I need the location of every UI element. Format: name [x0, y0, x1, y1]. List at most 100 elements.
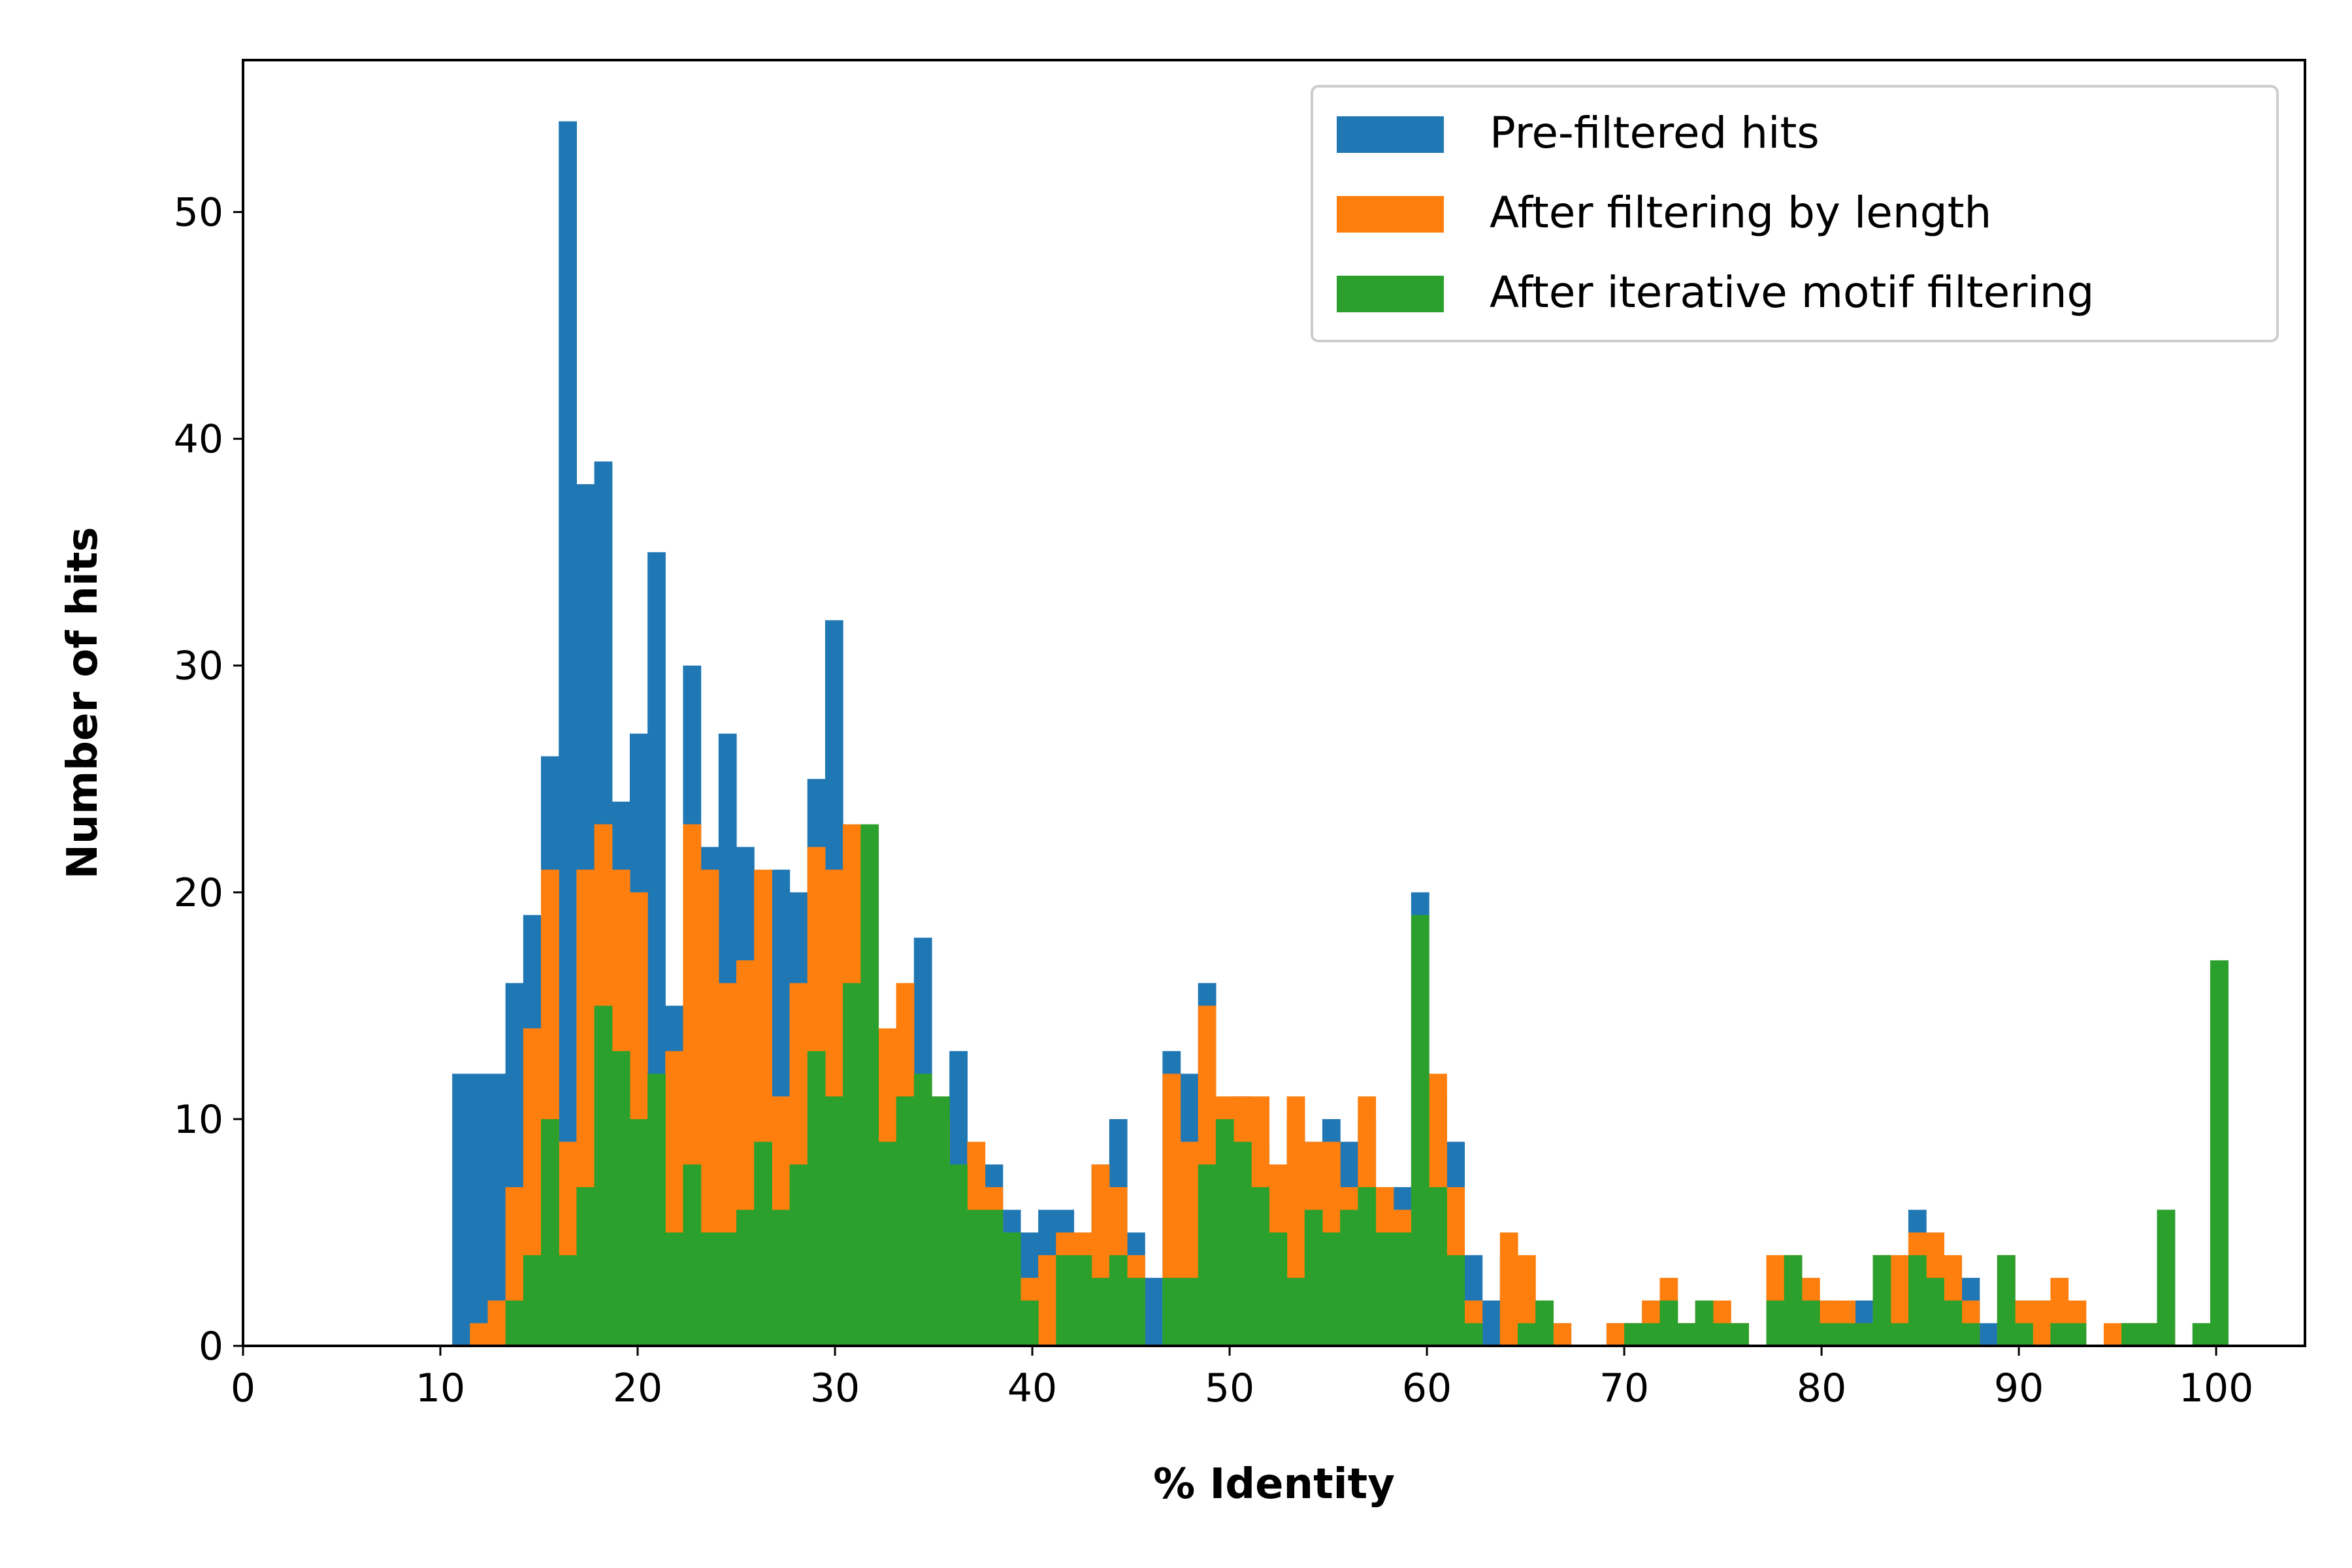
bar-s2-62 [1553, 1323, 1572, 1346]
bar-s3-21 [825, 1096, 843, 1346]
x-tick-label: 100 [2179, 1365, 2254, 1411]
y-tick-label: 30 [174, 644, 223, 689]
bar-s3-84 [1944, 1300, 1963, 1346]
series-3-bars [505, 824, 2229, 1346]
bar-s2-89 [2033, 1300, 2051, 1346]
bar-s2-33 [1038, 1255, 1056, 1346]
axes-frame [242, 59, 2306, 1347]
bar-s3-77 [1820, 1323, 1838, 1346]
legend-frame [1311, 85, 2279, 342]
bar-s1-86 [1979, 1323, 1998, 1346]
bar-s3-96 [2157, 1209, 2176, 1346]
bar-s3-91 [2068, 1323, 2087, 1346]
bar-s3-15 [718, 1232, 737, 1346]
legend-label-prefiltered: Pre-filtered hits [1490, 108, 1820, 158]
bar-s3-17 [754, 1141, 772, 1346]
x-tick-label: 50 [1205, 1365, 1254, 1411]
bar-s3-4 [523, 1255, 542, 1346]
y-axis: 0 10 20 30 40 50 [174, 190, 243, 1369]
bar-s1-6 [559, 121, 577, 1347]
bar-s3-12 [665, 1232, 684, 1346]
bar-s3-19 [789, 1164, 808, 1346]
bar-s3-26 [913, 1073, 932, 1346]
bar-s3-85 [1961, 1323, 1980, 1346]
bar-s3-30 [985, 1209, 1004, 1346]
bar-s3-38 [1127, 1277, 1145, 1346]
bar-s3-50 [1340, 1209, 1358, 1346]
bar-s3-16 [736, 1209, 755, 1346]
bar-s3-24 [878, 1141, 897, 1346]
x-tick-label: 10 [416, 1365, 465, 1411]
bar-s3-27 [932, 1096, 950, 1346]
bar-s3-72 [1731, 1323, 1749, 1346]
bar-s3-57 [1464, 1323, 1483, 1346]
bar-s3-31 [1002, 1232, 1021, 1346]
bar-s3-7 [576, 1187, 595, 1346]
bar-s3-28 [949, 1164, 968, 1346]
bar-s3-61 [1535, 1300, 1554, 1346]
bar-s1-58 [1482, 1300, 1501, 1346]
bar-s3-80 [1872, 1255, 1891, 1346]
legend-label-motif: After iterative motif filtering [1490, 267, 2094, 318]
bar-s3-23 [860, 824, 879, 1346]
y-tick-label: 0 [199, 1324, 223, 1369]
x-tick-label: 60 [1402, 1365, 1452, 1411]
bar-s3-83 [1926, 1277, 1944, 1346]
bar-s3-41 [1180, 1277, 1199, 1346]
bar-s3-37 [1109, 1255, 1128, 1346]
x-tick-label: 30 [810, 1365, 860, 1411]
bar-s3-88 [2015, 1323, 2033, 1346]
bar-s3-45 [1251, 1187, 1270, 1346]
bar-s3-94 [2121, 1323, 2140, 1346]
bar-s3-51 [1358, 1187, 1377, 1346]
bar-s3-9 [612, 1051, 630, 1346]
bar-s3-18 [772, 1209, 791, 1346]
bar-s3-54 [1411, 915, 1429, 1346]
bar-s3-44 [1233, 1141, 1252, 1346]
bar-s3-98 [2192, 1323, 2211, 1346]
bar-s1-0 [452, 1073, 470, 1346]
bar-s3-5 [541, 1119, 559, 1346]
bar-s3-66 [1624, 1323, 1642, 1346]
bar-s3-79 [1855, 1323, 1874, 1346]
x-tick-label: 90 [1994, 1365, 2044, 1411]
y-tick-label: 20 [174, 870, 223, 916]
y-tick-label: 50 [174, 190, 223, 236]
bar-s3-25 [896, 1096, 915, 1346]
bar-s3-29 [967, 1209, 986, 1346]
bar-s3-81 [1890, 1323, 1909, 1346]
x-tick-label: 0 [231, 1365, 255, 1411]
bar-s3-74 [1766, 1300, 1785, 1346]
x-axis: 0 10 20 30 40 50 60 70 80 90 100 [231, 1346, 2253, 1411]
x-tick-label: 80 [1797, 1365, 1846, 1411]
bar-s3-75 [1784, 1255, 1803, 1346]
bar-s3-71 [1712, 1323, 1731, 1346]
bar-s2-65 [1606, 1323, 1625, 1346]
bar-s3-55 [1429, 1187, 1447, 1346]
y-axis-title: Number of hits [59, 527, 107, 879]
bar-s3-82 [1908, 1255, 1927, 1346]
bar-s3-3 [505, 1300, 524, 1346]
legend-swatch-motif [1337, 276, 1444, 312]
bar-s3-70 [1695, 1300, 1714, 1346]
bar-s3-68 [1659, 1300, 1678, 1346]
bar-s3-6 [559, 1255, 577, 1346]
bar-s3-20 [807, 1051, 826, 1346]
bar-s3-87 [1997, 1255, 2016, 1346]
bar-s3-67 [1642, 1323, 1661, 1346]
bar-s3-78 [1837, 1323, 1856, 1346]
bar-s3-47 [1286, 1277, 1305, 1346]
bar-s3-43 [1215, 1119, 1234, 1346]
bar-s2-1 [470, 1323, 489, 1346]
bar-s3-35 [1073, 1255, 1092, 1346]
bar-s3-53 [1393, 1232, 1412, 1346]
x-tick-label: 20 [613, 1365, 662, 1411]
bar-s1-1 [470, 1073, 489, 1346]
bar-s3-95 [2139, 1323, 2158, 1346]
bar-s3-10 [629, 1119, 648, 1346]
bar-s3-32 [1020, 1300, 1039, 1346]
bar-s3-48 [1304, 1209, 1323, 1346]
bar-s2-2 [487, 1300, 506, 1346]
